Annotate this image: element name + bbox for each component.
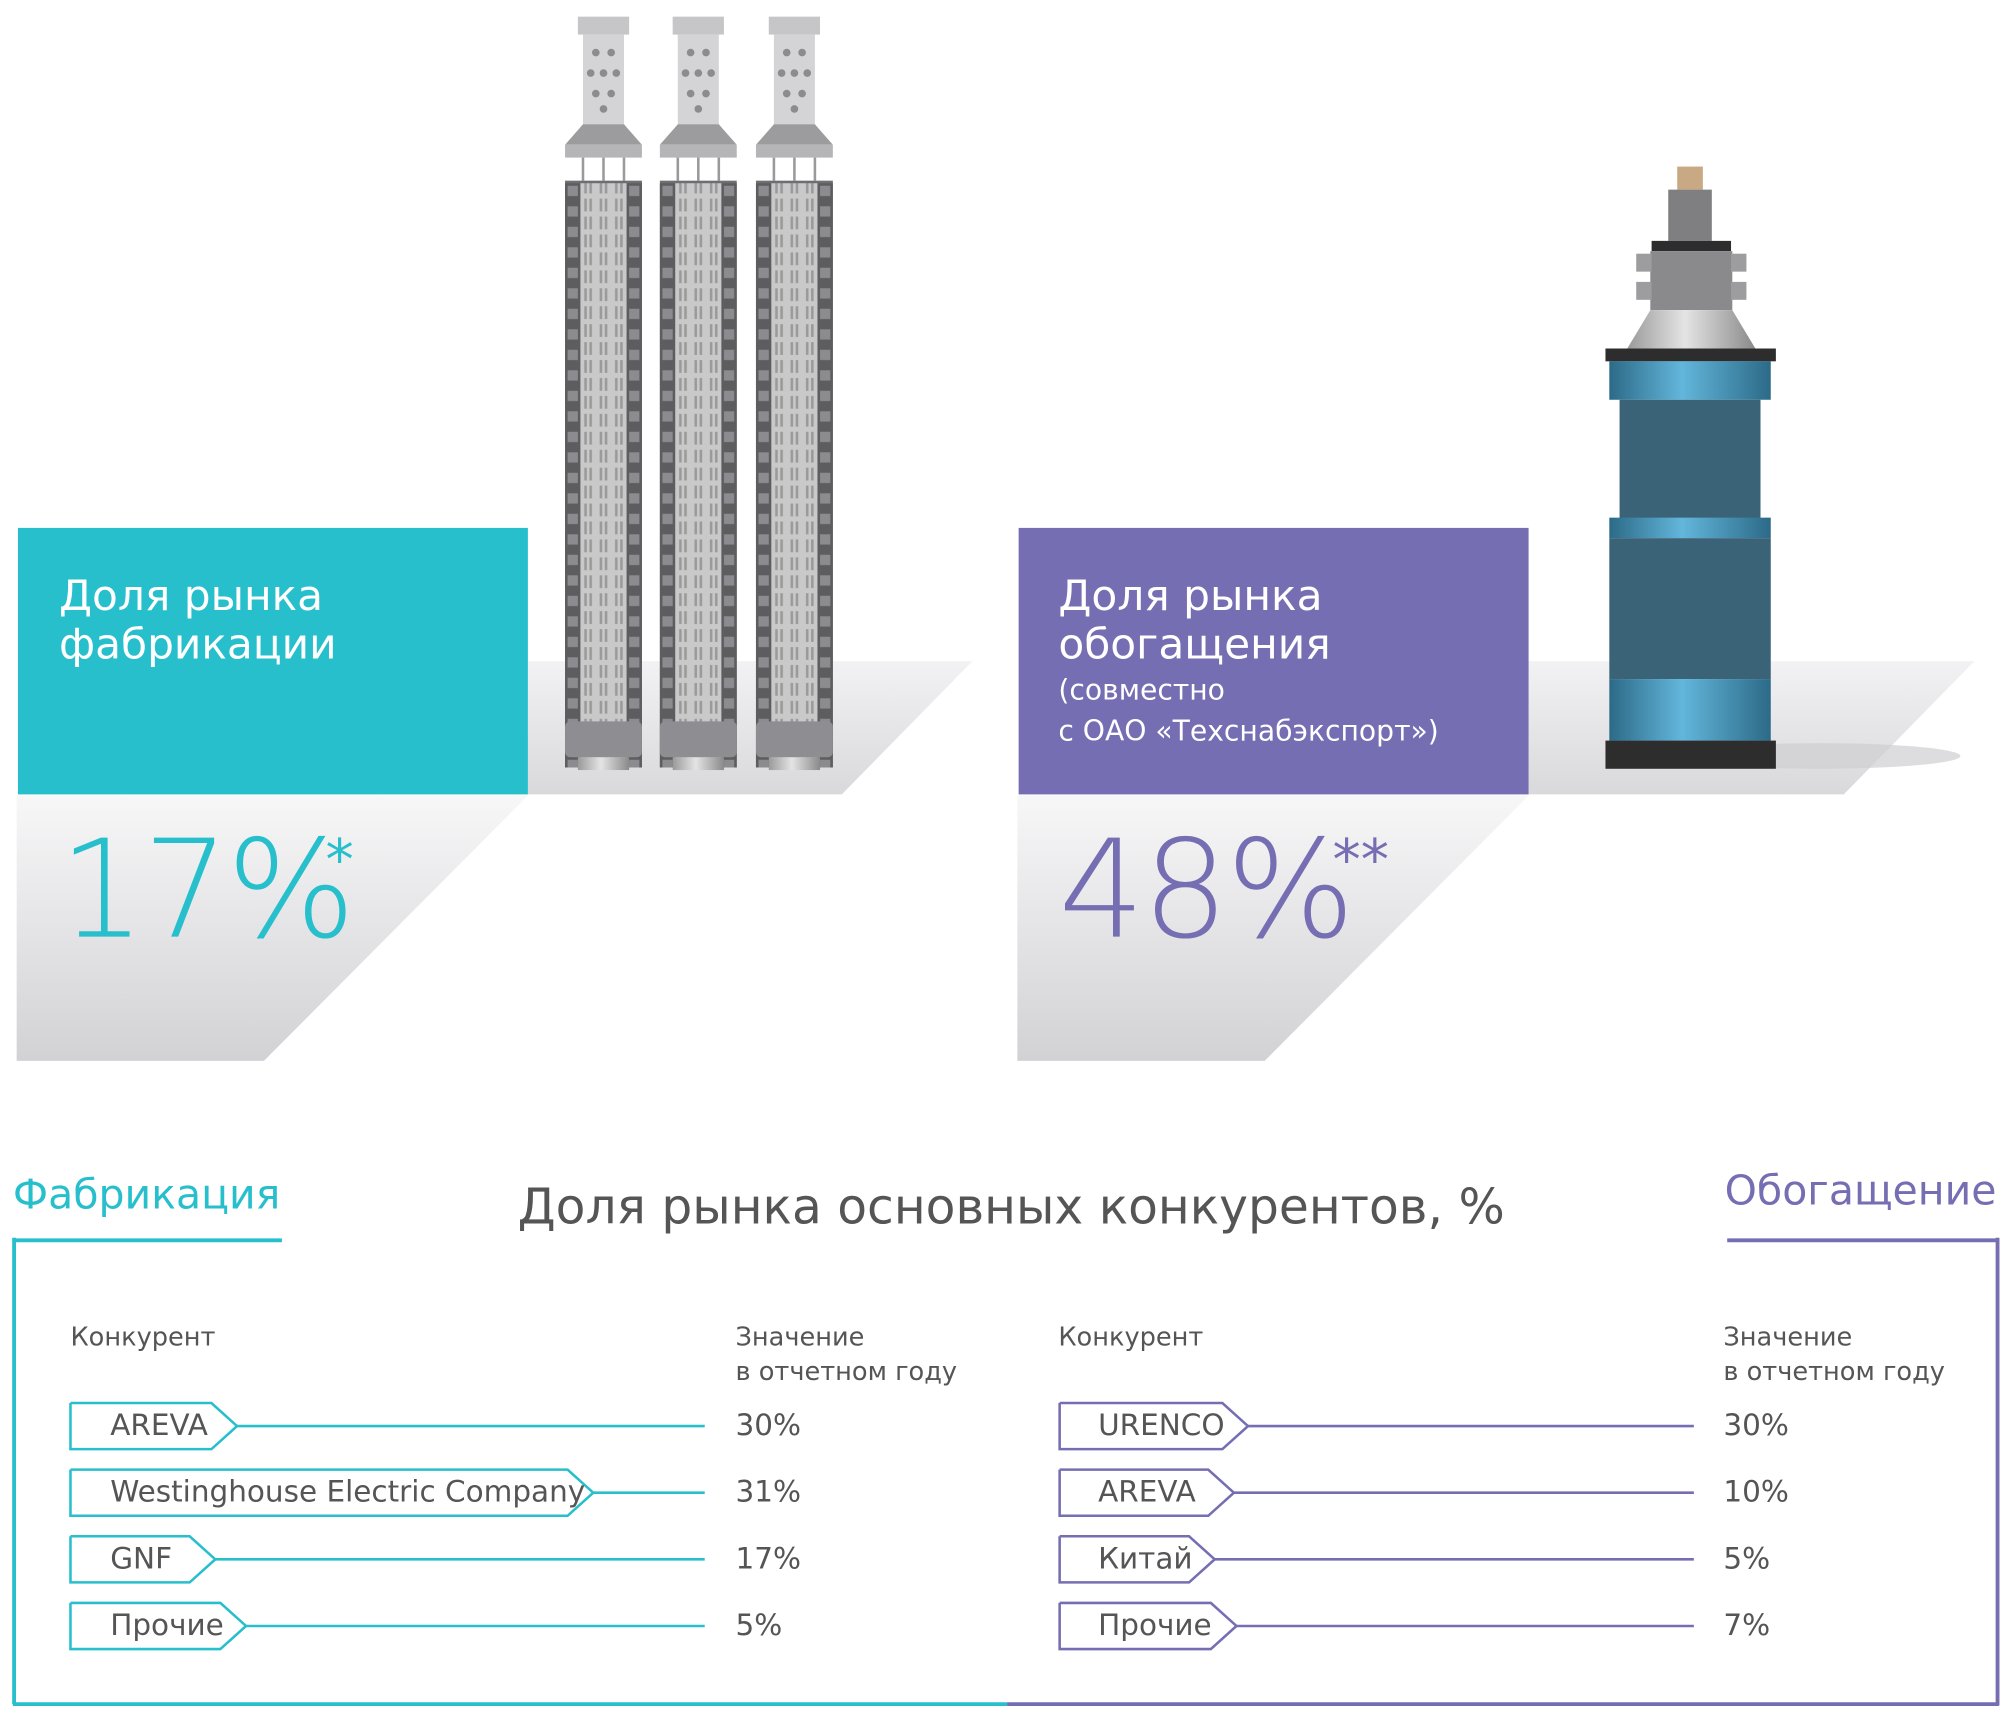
- fab-row-value: 17%: [735, 1542, 801, 1576]
- enr-col-value-line2: в отчетном году: [1723, 1355, 1945, 1387]
- enr-row-name: URENCO: [1098, 1409, 1225, 1443]
- fab-footnote-mark: *: [325, 827, 354, 894]
- fab-title-line1: Доля рынка: [58, 570, 324, 621]
- enr-col-value: Значение в отчетном году: [1723, 1320, 1945, 1389]
- enr-row-name: Китай: [1098, 1542, 1193, 1576]
- competitors-title: Доля рынка основных конкурентов, %: [517, 1178, 1505, 1236]
- fab-row-value: 31%: [735, 1476, 801, 1510]
- enr-col-competitor: Конкурент: [1058, 1321, 1204, 1352]
- enr-row-value: 5%: [1723, 1542, 1771, 1576]
- fab-row-name: Прочие: [110, 1609, 224, 1643]
- fab-col-competitor: Конкурент: [70, 1321, 216, 1352]
- enr-row-value: 30%: [1723, 1409, 1789, 1443]
- fab-title-line2: фабрикации: [58, 618, 337, 669]
- enr-footnote-mark: **: [1332, 827, 1389, 894]
- fab-col-value-line1: Значение: [735, 1321, 865, 1352]
- fab-row-name: Westinghouse Electric Company: [110, 1476, 586, 1510]
- enr-panel-note: (совместно с ОАО «Техснабэкспорт»): [1058, 671, 1438, 753]
- enr-title-line1: Доля рынка: [1058, 570, 1323, 621]
- competitor-frame: [12, 1237, 2000, 1707]
- fab-row-name: GNF: [110, 1542, 173, 1576]
- fab-row-value: 5%: [735, 1609, 783, 1643]
- enr-share-value: 48%: [1058, 811, 1355, 969]
- enr-row-value: 10%: [1723, 1476, 1789, 1510]
- enr-note-line1: (совместно: [1058, 675, 1225, 708]
- fab-col-value: Значение в отчетном году: [735, 1320, 957, 1389]
- fab-section-label: Фабрикация: [12, 1169, 281, 1219]
- enr-panel-title: Доля рынка обогащения: [1058, 571, 1330, 668]
- enr-col-value-line1: Значение: [1723, 1321, 1853, 1352]
- centrifuge-icon: [1605, 166, 1961, 769]
- enr-row-name: Прочие: [1098, 1609, 1212, 1643]
- fab-row-tags: [69, 1401, 705, 1651]
- fab-col-value-line2: в отчетном году: [735, 1355, 958, 1387]
- fab-share-value: 17%: [58, 811, 356, 969]
- fab-panel-title: Доля рынка фабрикации: [59, 571, 337, 668]
- enr-row-tags: [1058, 1401, 1694, 1651]
- enr-note-line2: с ОАО «Техснабэкспорт»): [1058, 716, 1439, 749]
- enr-row-name: AREVA: [1098, 1476, 1196, 1510]
- fab-row-value: 30%: [735, 1409, 801, 1443]
- fab-row-name: AREVA: [110, 1409, 208, 1443]
- enr-row-value: 7%: [1723, 1609, 1771, 1643]
- enr-title-line2: обогащения: [1058, 618, 1331, 669]
- fuel-assembly-icon: [563, 15, 835, 772]
- enr-section-label: Обогащение: [1724, 1165, 1997, 1215]
